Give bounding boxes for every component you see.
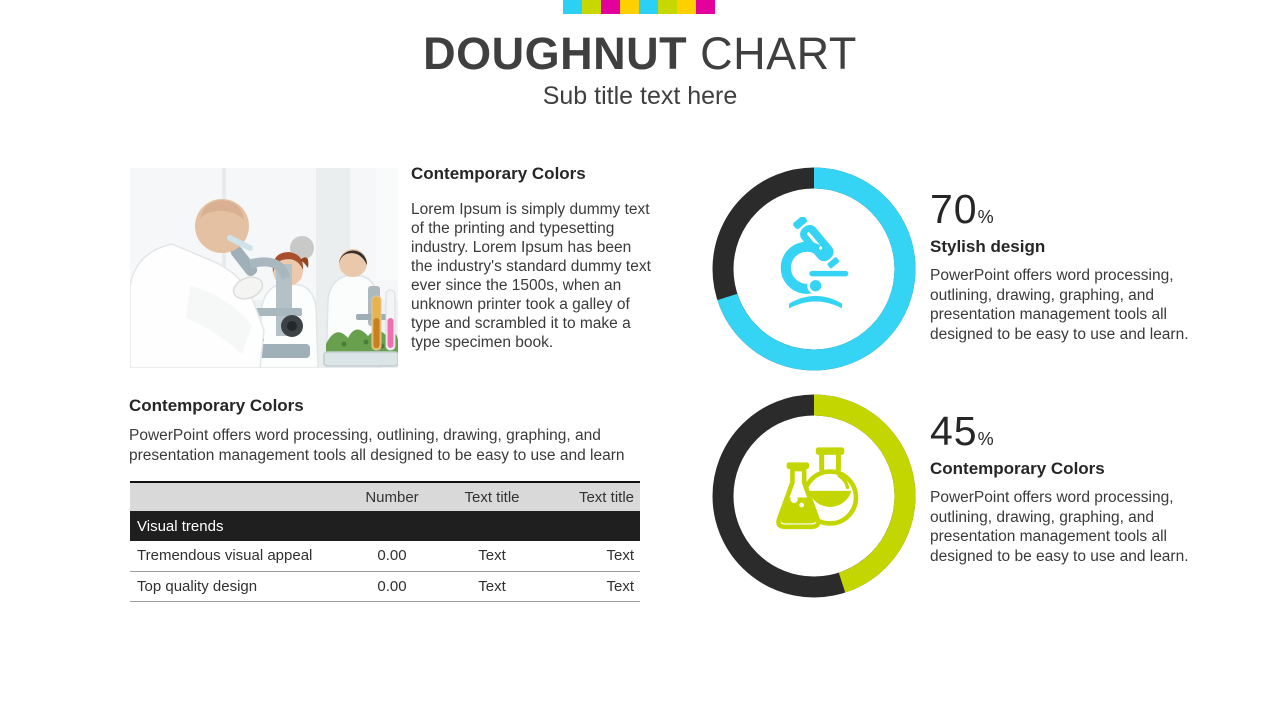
chart1-percent-sign: %: [977, 207, 994, 227]
table-header-text-title-2: Text title: [578, 488, 634, 506]
table-header-row: Number Text title Text title: [130, 482, 640, 511]
strip-square: [696, 0, 715, 14]
chart2-text-block: 45% Contemporary Colors PowerPoint offer…: [930, 408, 1206, 566]
strip-square: [639, 0, 658, 14]
row-text-1: Text: [478, 547, 506, 565]
doughnut-ring: [712, 167, 916, 371]
section-contemporary-colors-1: Contemporary Colors Lorem Ipsum is simpl…: [411, 164, 651, 352]
slide-title: DOUGHNUT CHART: [0, 30, 1280, 77]
slide-title-regular: CHART: [700, 28, 857, 79]
chart2-percent-sign: %: [977, 429, 994, 449]
table-row: Tremendous visual appeal 0.00 Text Text: [130, 541, 640, 571]
strip-square: [658, 0, 677, 14]
slide-title-bold: DOUGHNUT: [423, 28, 688, 79]
chart1-heading: Stylish design: [930, 237, 1046, 256]
strip-square: [620, 0, 639, 14]
strip-square: [563, 0, 582, 14]
row-text-1: Text: [478, 577, 506, 595]
section2-heading: Contemporary Colors: [129, 396, 304, 415]
table-header-number: Number: [365, 488, 419, 506]
visual-trends-table: Number Text title Text title Visual tren…: [130, 481, 640, 602]
table-header-text-title-1: Text title: [464, 488, 520, 506]
chart2-heading: Contemporary Colors: [930, 459, 1105, 478]
microscope-icon: [775, 215, 853, 322]
row-text-2: Text: [606, 577, 634, 595]
lab-photo: [130, 168, 398, 368]
row-number: 0.00: [377, 577, 407, 595]
row-label: Top quality design: [137, 577, 258, 595]
doughnut-chart-70: [712, 167, 916, 371]
chart2-percent: 45%: [930, 408, 1206, 455]
strip-square: [601, 0, 620, 14]
chart1-body: PowerPoint offers word processing, outli…: [930, 267, 1189, 343]
strip-square: [677, 0, 696, 14]
section1-body: Lorem Ipsum is simply dummy text of the …: [411, 201, 651, 351]
doughnut-chart-45: [712, 394, 916, 598]
chart2-body: PowerPoint offers word processing, outli…: [930, 489, 1189, 565]
table-row: Top quality design 0.00 Text Text: [130, 571, 640, 601]
lab-photo-illustration: [130, 168, 398, 368]
chart1-percent: 70%: [930, 186, 1206, 233]
section2-body: PowerPoint offers word processing, outli…: [129, 427, 625, 464]
chart2-percent-value: 45: [930, 408, 978, 454]
chart1-text-block: 70% Stylish design PowerPoint offers wor…: [930, 186, 1206, 344]
table-group-row: Visual trends: [130, 511, 640, 541]
section-contemporary-colors-2: Contemporary Colors PowerPoint offers wo…: [129, 396, 651, 465]
row-label: Tremendous visual appeal: [137, 547, 313, 565]
doughnut-ring: [712, 394, 916, 598]
color-strip: [563, 0, 715, 14]
flasks-icon: [769, 444, 861, 551]
chart1-percent-value: 70: [930, 186, 978, 232]
row-number: 0.00: [377, 547, 407, 565]
slide-subtitle: Sub title text here: [542, 82, 738, 110]
table-group-label: Visual trends: [137, 517, 224, 535]
section1-heading: Contemporary Colors: [411, 164, 586, 183]
table-header-empty: [130, 482, 352, 511]
strip-square: [582, 0, 601, 14]
row-text-2: Text: [606, 547, 634, 565]
